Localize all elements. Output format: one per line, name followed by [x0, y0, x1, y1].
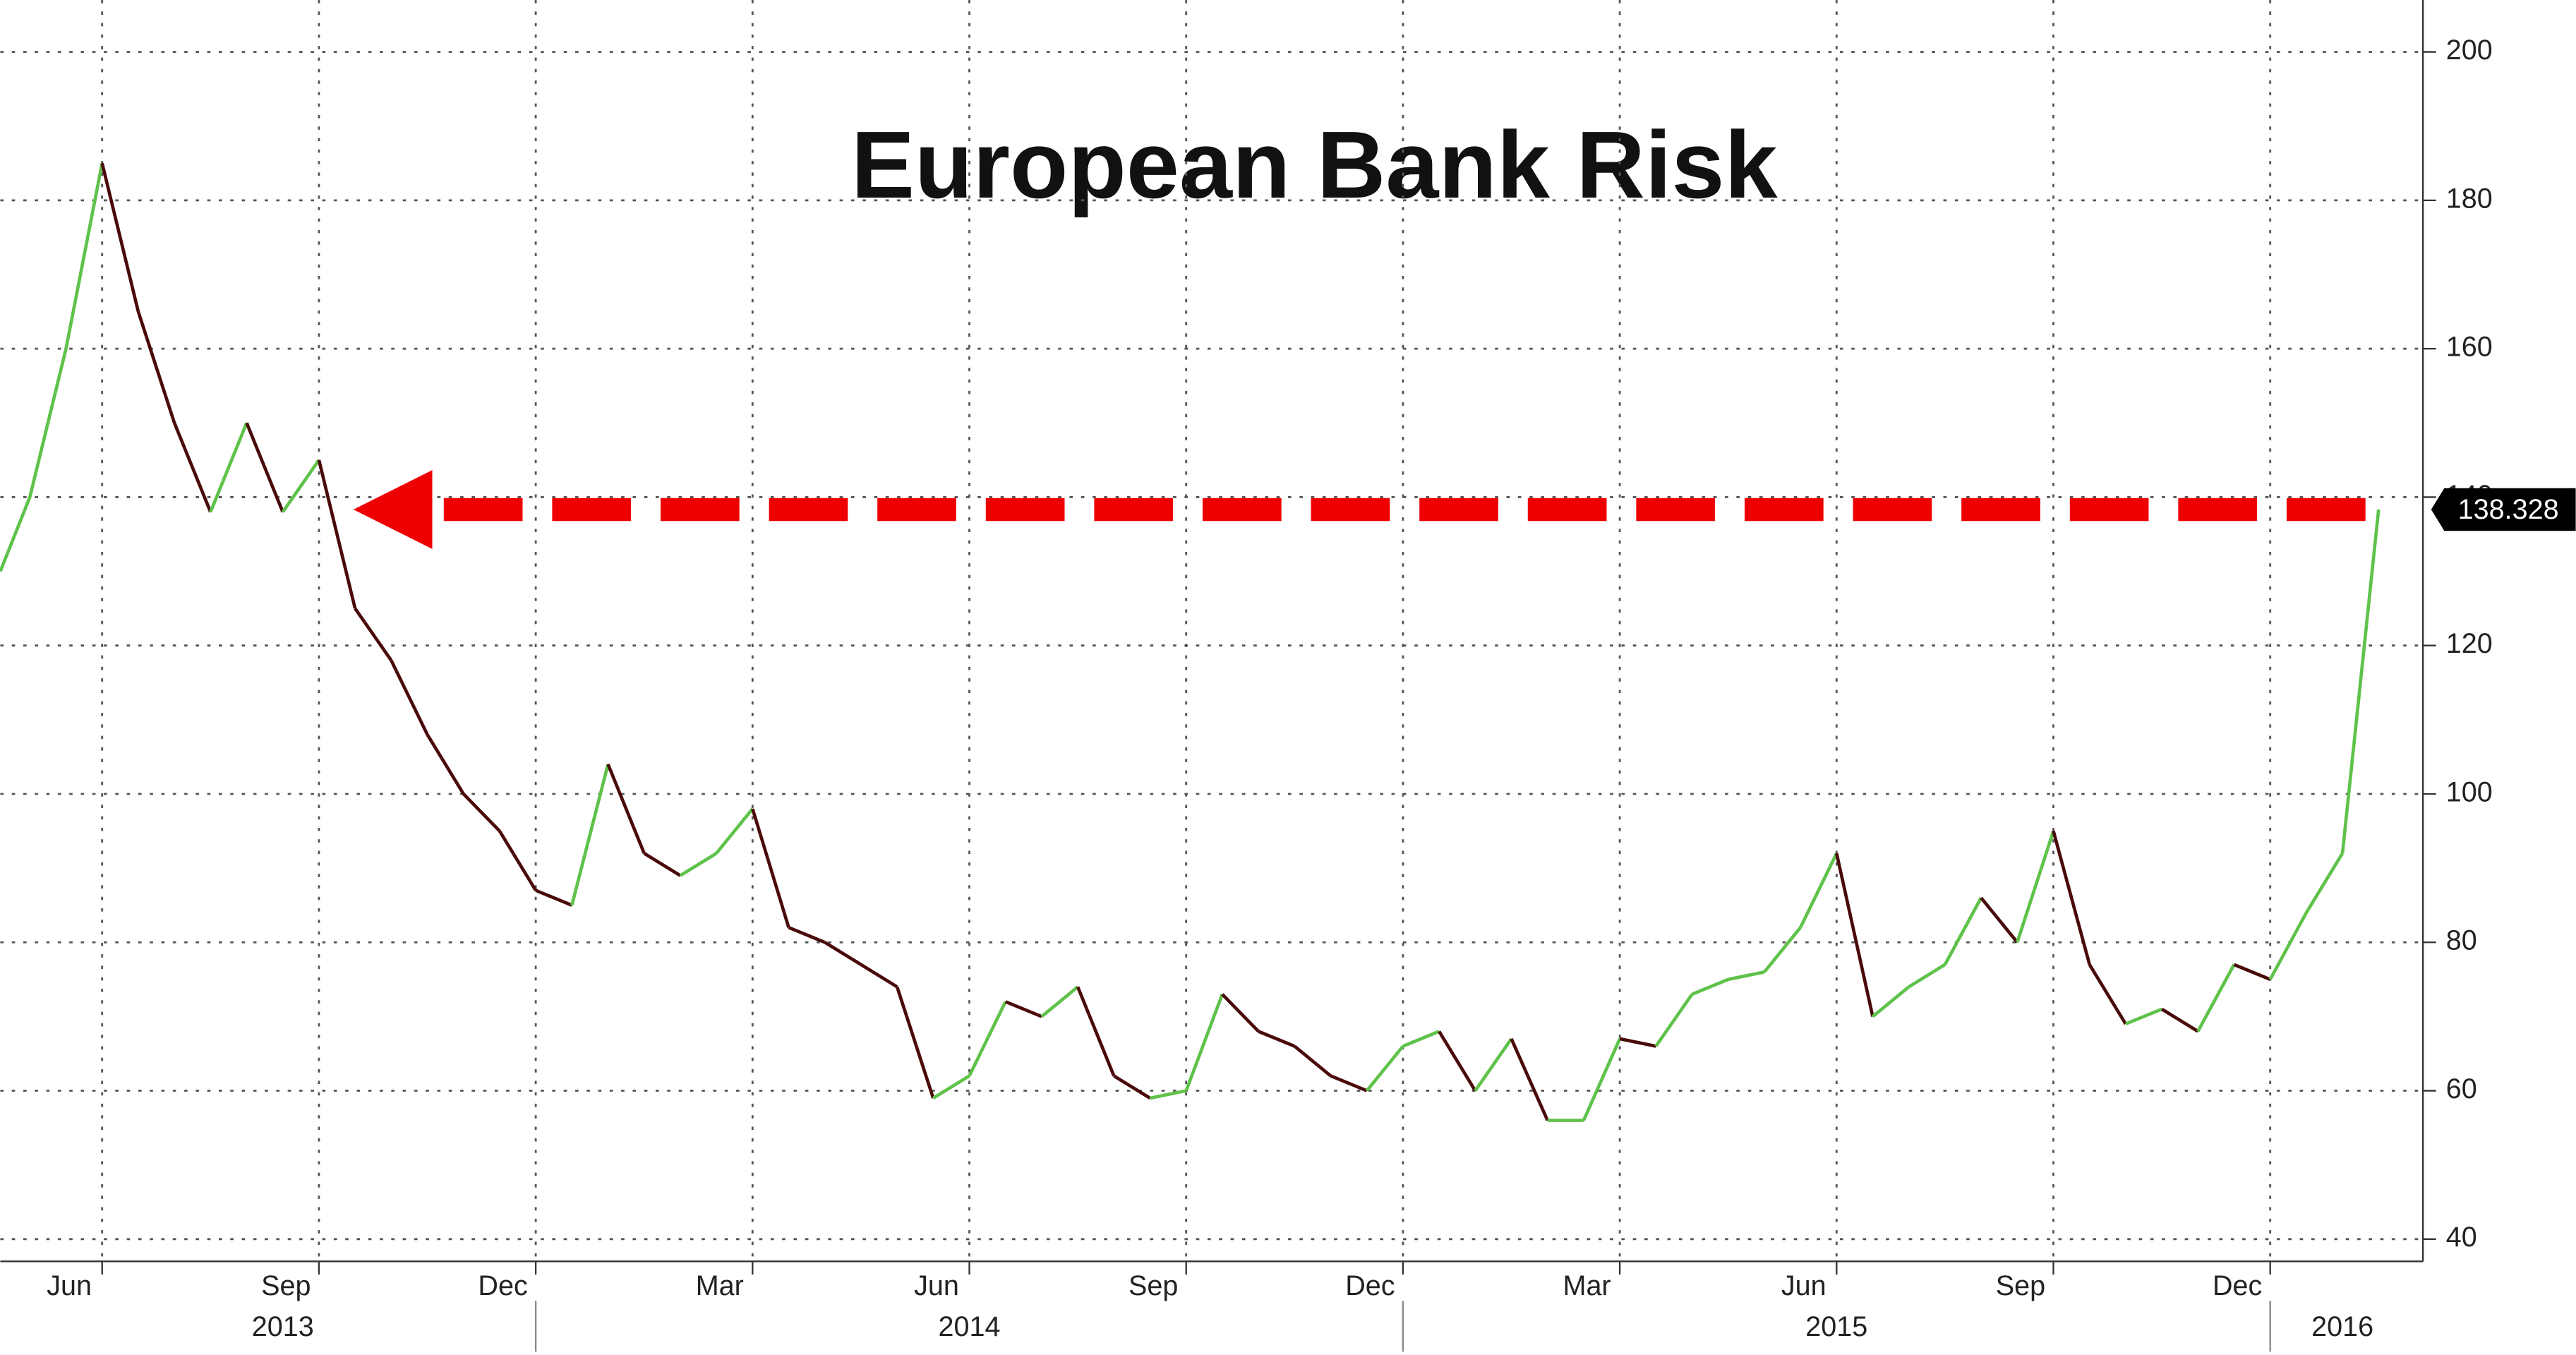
line-segment [1799, 853, 1838, 929]
value-tag [2431, 488, 2576, 531]
line-segment [1258, 1030, 1296, 1048]
year-label: 2014 [939, 1311, 1001, 1342]
line-segment [245, 422, 284, 513]
y-tick-label: 180 [2446, 183, 2493, 214]
line-segment [172, 422, 212, 513]
y-tick-label: 40 [2446, 1222, 2477, 1253]
line-segment [0, 496, 32, 572]
line-segment [1293, 1044, 1332, 1078]
line-segment [1330, 1074, 1368, 1092]
line-segment [824, 941, 862, 966]
y-tick-label: 200 [2446, 35, 2493, 66]
line-segment [1835, 853, 1874, 1017]
line-segment [2052, 830, 2091, 965]
line-segment [28, 348, 68, 498]
line-segment [643, 852, 682, 877]
y-tick-label: 60 [2446, 1073, 2477, 1104]
line-segment [895, 986, 935, 1099]
line-segment [1150, 1089, 1187, 1100]
line-segment [2196, 963, 2236, 1032]
line-segment [1076, 986, 1116, 1077]
line-segment [64, 162, 104, 349]
line-segment [100, 162, 140, 313]
line-segment [1980, 896, 2019, 944]
line-segment [1908, 963, 1946, 989]
line-segment [860, 963, 898, 989]
line-segment [426, 733, 465, 795]
x-tick-label: Mar [696, 1270, 744, 1301]
line-segment [462, 793, 501, 833]
line-segment [751, 808, 790, 928]
arrow-head [353, 470, 433, 549]
line-segment [2125, 1007, 2162, 1026]
line-segment [968, 1001, 1007, 1077]
line-segment [1763, 926, 1802, 973]
x-tick-label: Dec [478, 1270, 527, 1301]
line-segment [281, 459, 320, 513]
line-segment [1728, 970, 1765, 982]
line-segment [1474, 1037, 1513, 1092]
year-label: 2016 [2311, 1311, 2373, 1342]
x-tick-label: Jun [914, 1270, 959, 1301]
x-tick-label: Sep [1996, 1270, 2045, 1301]
line-segment [1943, 897, 1983, 965]
x-tick-label: Dec [1345, 1270, 1395, 1301]
line-segment [136, 311, 176, 424]
line-segment [1619, 1037, 1656, 1048]
x-tick-label: Jun [1781, 1270, 1826, 1301]
line-segment [2160, 1007, 2199, 1033]
line-segment [498, 830, 538, 891]
line-segment [535, 889, 573, 907]
line-segment [1438, 1030, 1477, 1092]
line-segment [2016, 830, 2055, 943]
line-segment [570, 764, 610, 906]
line-segment [1402, 1030, 1440, 1048]
x-tick-label: Mar [1563, 1270, 1611, 1301]
line-segment [1040, 985, 1079, 1018]
year-label: 2013 [252, 1311, 314, 1342]
line-segment [679, 852, 718, 877]
y-tick-label: 120 [2446, 628, 2493, 659]
value-tag-label: 138.328 [2458, 494, 2559, 525]
line-segment [1691, 977, 1729, 996]
line-segment [715, 807, 754, 855]
line-segment [1872, 985, 1910, 1018]
chart-title: European Bank Risk [851, 112, 1778, 218]
line-segment [2233, 963, 2271, 981]
x-tick-label: Sep [1128, 1270, 1178, 1301]
line-segment [788, 926, 826, 944]
x-tick-label: Dec [2213, 1270, 2262, 1301]
line-segment [1654, 993, 1694, 1047]
year-label: 2015 [1805, 1311, 1867, 1342]
y-tick-label: 160 [2446, 332, 2493, 363]
line-segment [2268, 912, 2308, 980]
x-tick-label: Sep [261, 1270, 311, 1301]
line-segment [1365, 1044, 1404, 1092]
line-segment [1221, 993, 1260, 1033]
line-segment [354, 607, 393, 662]
line-segment [390, 659, 429, 735]
line-segment [2340, 509, 2381, 854]
line-segment [2304, 852, 2345, 914]
line-segment [209, 422, 248, 513]
line-segment [932, 1074, 970, 1100]
line-segment [606, 764, 646, 854]
x-tick-label: Jun [47, 1270, 92, 1301]
line-segment [1184, 994, 1224, 1092]
line-segment [2088, 963, 2127, 1025]
y-tick-label: 100 [2446, 776, 2493, 807]
y-tick-label: 80 [2446, 925, 2477, 956]
line-segment [1113, 1074, 1151, 1100]
line-segment [1582, 1037, 1622, 1121]
line-segment [317, 459, 357, 609]
line-segment [1004, 1000, 1042, 1018]
line-segment [1510, 1037, 1549, 1121]
